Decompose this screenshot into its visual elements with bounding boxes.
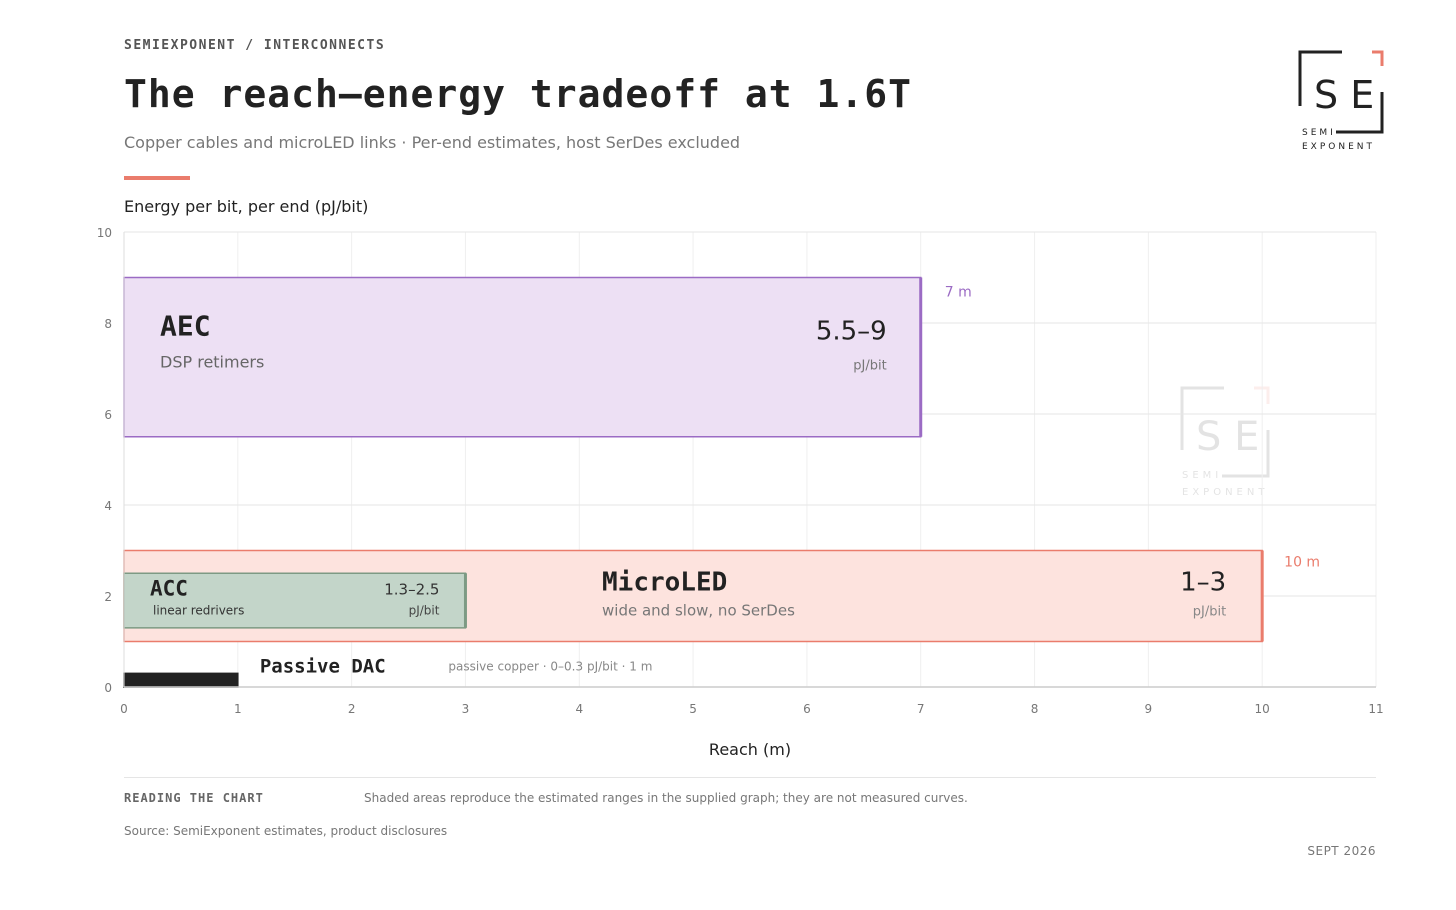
x-tick-label: 1	[234, 702, 242, 716]
region-aec-area	[123, 276, 922, 438]
x-tick-label: 7	[917, 702, 925, 716]
y-tick-label: 2	[104, 590, 112, 604]
region-microled-reach: 10 m	[1284, 555, 1320, 571]
watermark-logo: S E SEMI EXPONENT	[1180, 386, 1270, 498]
regions	[123, 276, 1264, 688]
x-tick-label: 8	[1031, 702, 1039, 716]
x-tick-label: 0	[120, 702, 128, 716]
region-aec-reach: 7 m	[945, 285, 972, 301]
region-aec-unit: pJ/bit	[853, 359, 886, 374]
page-title: The reach—energy tradeoff at 1.6T	[124, 72, 912, 116]
y-axis-title: Energy per bit, per end (pJ/bit)	[124, 197, 369, 216]
region-aec	[123, 276, 923, 438]
region-aec-name: AEC	[160, 310, 211, 343]
region-dac-area	[123, 672, 239, 688]
axes: 0 1 2 3 4 5 6 7 8 9 10 11 0 2 4 6 8 10 Reach (m)	[97, 226, 1384, 759]
region-acc-name: ACC	[150, 576, 188, 600]
logo-line2: EXPONENT	[1302, 142, 1375, 152]
watermark-line1: SEMI	[1182, 470, 1222, 481]
x-tick-label: 10	[1255, 702, 1270, 716]
y-tick-label: 8	[104, 317, 112, 331]
y-tick-label: 6	[104, 408, 112, 422]
reading-text: Shaded areas reproduce the estimated ran…	[364, 791, 968, 805]
region-microled-range: 1–3	[1180, 568, 1226, 598]
region-dac-name: Passive DAC	[260, 655, 386, 677]
x-axis-title: Reach (m)	[709, 740, 791, 759]
x-tick-label: 4	[575, 702, 583, 716]
watermark-letters: S E	[1196, 414, 1259, 460]
x-tick-label: 2	[348, 702, 356, 716]
kicker: SEMIEXPONENT / INTERCONNECTS	[124, 38, 386, 53]
region-acc-range: 1.3–2.5	[384, 580, 439, 598]
region-dac	[123, 672, 239, 688]
region-microled-unit: pJ/bit	[1193, 605, 1226, 620]
region-microled-desc: wide and slow, no SerDes	[602, 602, 795, 620]
region-labels: AEC DSP retimers 5.5–9 pJ/bit 7 m MicroLED wid…	[150, 285, 1320, 678]
y-tick-label: 10	[97, 226, 112, 240]
chart-canvas: S E SEMI EXPONENT AEC DSP retimers 5.5–9 pJ…	[97, 226, 1384, 759]
region-acc-desc: linear redrivers	[153, 603, 244, 617]
x-tick-label: 3	[462, 702, 470, 716]
date-stamp: SEPT 2026	[1307, 844, 1376, 858]
region-aec-desc: DSP retimers	[160, 353, 264, 372]
region-aec-range: 5.5–9	[816, 317, 887, 347]
footer-divider	[124, 777, 1376, 778]
watermark-line2: EXPONENT	[1182, 487, 1268, 498]
x-tick-label: 5	[689, 702, 697, 716]
logo-line1: SEMI	[1302, 128, 1336, 138]
reading-label: READING THE CHART	[124, 791, 264, 805]
logo-letters: S E	[1314, 73, 1374, 117]
y-tick-label: 0	[104, 681, 112, 695]
x-tick-label: 9	[1145, 702, 1153, 716]
x-tick-label: 6	[803, 702, 811, 716]
y-tick-label: 4	[104, 499, 112, 513]
region-microled-name: MicroLED	[602, 568, 727, 598]
region-dac-desc: passive copper · 0–0.3 pJ/bit · 1 m	[448, 659, 652, 673]
semiexponent-logo: S E SEMI EXPONENT	[1298, 50, 1384, 152]
page-subtitle: Copper cables and microLED links · Per-e…	[124, 133, 741, 152]
region-acc-unit: pJ/bit	[409, 603, 440, 617]
x-tick-label: 11	[1368, 702, 1383, 716]
source-note: Source: SemiExponent estimates, product …	[124, 824, 448, 838]
accent-bar	[124, 176, 190, 180]
